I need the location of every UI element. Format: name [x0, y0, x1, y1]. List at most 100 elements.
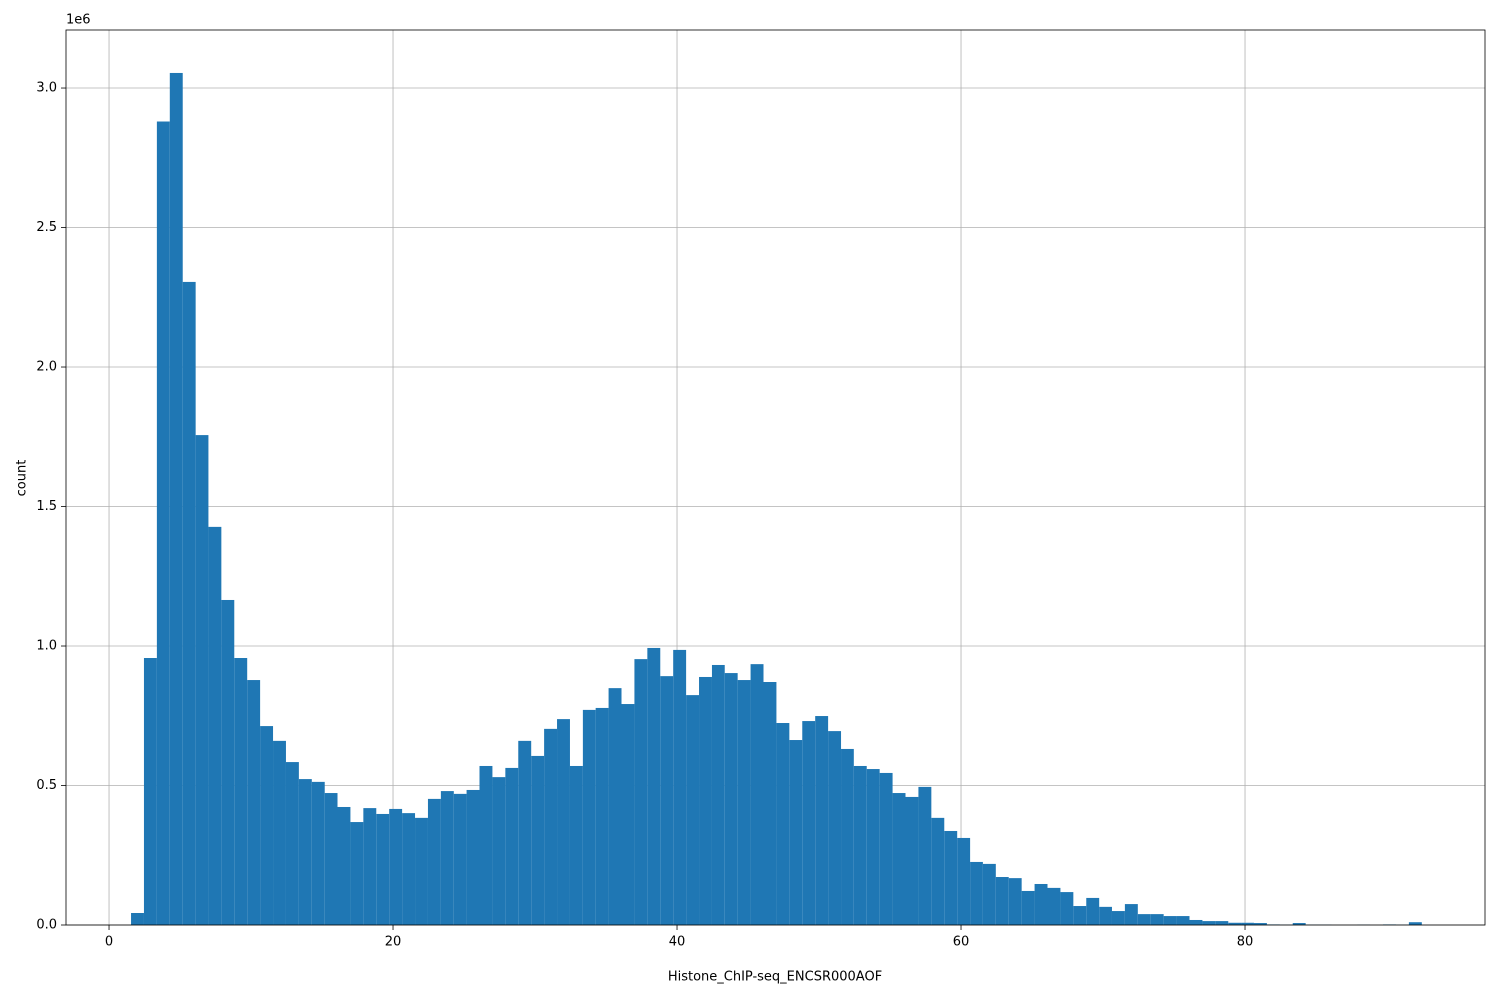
bar	[208, 526, 222, 925]
bar	[686, 695, 700, 925]
bar	[711, 664, 725, 925]
bar	[1137, 914, 1151, 925]
bar	[1163, 916, 1177, 925]
bar	[1189, 919, 1203, 925]
bar	[363, 808, 377, 925]
x-tick-label: 40	[669, 935, 686, 950]
bar	[724, 673, 738, 925]
y-tick-label: 3.0	[36, 81, 57, 96]
bar	[1215, 921, 1229, 925]
bar	[944, 830, 958, 925]
bar	[1241, 922, 1254, 925]
bar	[582, 709, 596, 925]
bar	[1292, 923, 1306, 925]
y-axis-label: count	[15, 460, 30, 497]
bar	[802, 721, 816, 925]
bar	[905, 796, 919, 925]
bar	[440, 791, 454, 925]
bar	[970, 861, 983, 925]
bar	[853, 765, 867, 925]
bar	[673, 649, 687, 925]
bar	[234, 658, 248, 925]
bar	[1228, 922, 1242, 925]
bar	[324, 793, 338, 925]
bar	[311, 781, 325, 925]
bar	[879, 772, 893, 925]
bar	[1060, 892, 1074, 925]
bar	[866, 769, 880, 925]
bar	[1008, 878, 1022, 925]
bar	[1111, 911, 1125, 925]
bar	[453, 793, 467, 925]
y-tick-label: 1.5	[36, 499, 57, 514]
bar	[285, 762, 299, 925]
bar	[492, 777, 506, 925]
y-tick-label: 0.0	[36, 918, 57, 933]
bar	[376, 813, 390, 925]
bar	[169, 72, 183, 925]
x-tick-label: 0	[105, 935, 113, 950]
bar	[1034, 883, 1048, 925]
y-tick-label: 1.0	[36, 639, 57, 654]
bar	[789, 740, 803, 925]
bar	[1408, 922, 1422, 925]
bar	[828, 731, 842, 925]
bar	[557, 719, 570, 925]
bar	[182, 281, 196, 925]
bar	[1086, 897, 1100, 925]
bar	[931, 817, 945, 925]
bar	[260, 726, 274, 925]
bar	[156, 121, 170, 925]
bar	[1073, 906, 1087, 925]
bar	[389, 808, 403, 925]
bar	[402, 813, 416, 925]
bar	[1253, 923, 1267, 925]
bar	[841, 748, 854, 925]
bar	[247, 680, 261, 925]
y-tick-label: 0.5	[36, 778, 57, 793]
bar	[776, 723, 790, 925]
bar	[1176, 916, 1190, 925]
bar	[595, 707, 609, 925]
bar	[750, 664, 764, 925]
bar	[918, 786, 932, 925]
bar	[634, 659, 648, 925]
bar	[479, 765, 493, 925]
bar	[1099, 906, 1112, 925]
bar	[505, 767, 519, 925]
bar	[427, 798, 441, 925]
y-offset-text: 1e6	[66, 13, 91, 28]
bar	[1021, 890, 1035, 925]
x-tick-label: 60	[953, 935, 970, 950]
bar	[195, 435, 209, 925]
bar	[531, 755, 545, 925]
y-tick-label: 2.5	[36, 220, 57, 235]
bar	[608, 688, 622, 925]
x-tick-label: 80	[1237, 935, 1254, 950]
bar	[298, 779, 312, 925]
bar	[518, 740, 532, 925]
bar	[466, 789, 480, 925]
bar	[1150, 914, 1164, 925]
x-tick-label: 20	[385, 935, 402, 950]
plot-frame	[65, 29, 1486, 926]
bar	[569, 765, 583, 925]
bar	[143, 658, 157, 925]
bar	[221, 599, 235, 925]
bar	[1124, 904, 1138, 925]
bar	[737, 680, 751, 925]
bar	[699, 676, 712, 925]
bar	[647, 647, 661, 925]
bar	[544, 728, 558, 925]
bar	[660, 676, 674, 925]
bar	[131, 913, 144, 925]
bar	[337, 806, 351, 925]
y-tick-label: 2.0	[36, 360, 57, 375]
bar	[763, 681, 777, 925]
bar	[415, 817, 428, 925]
bar	[957, 837, 971, 925]
bar	[621, 704, 635, 925]
bar	[815, 716, 829, 925]
bar	[995, 877, 1009, 925]
